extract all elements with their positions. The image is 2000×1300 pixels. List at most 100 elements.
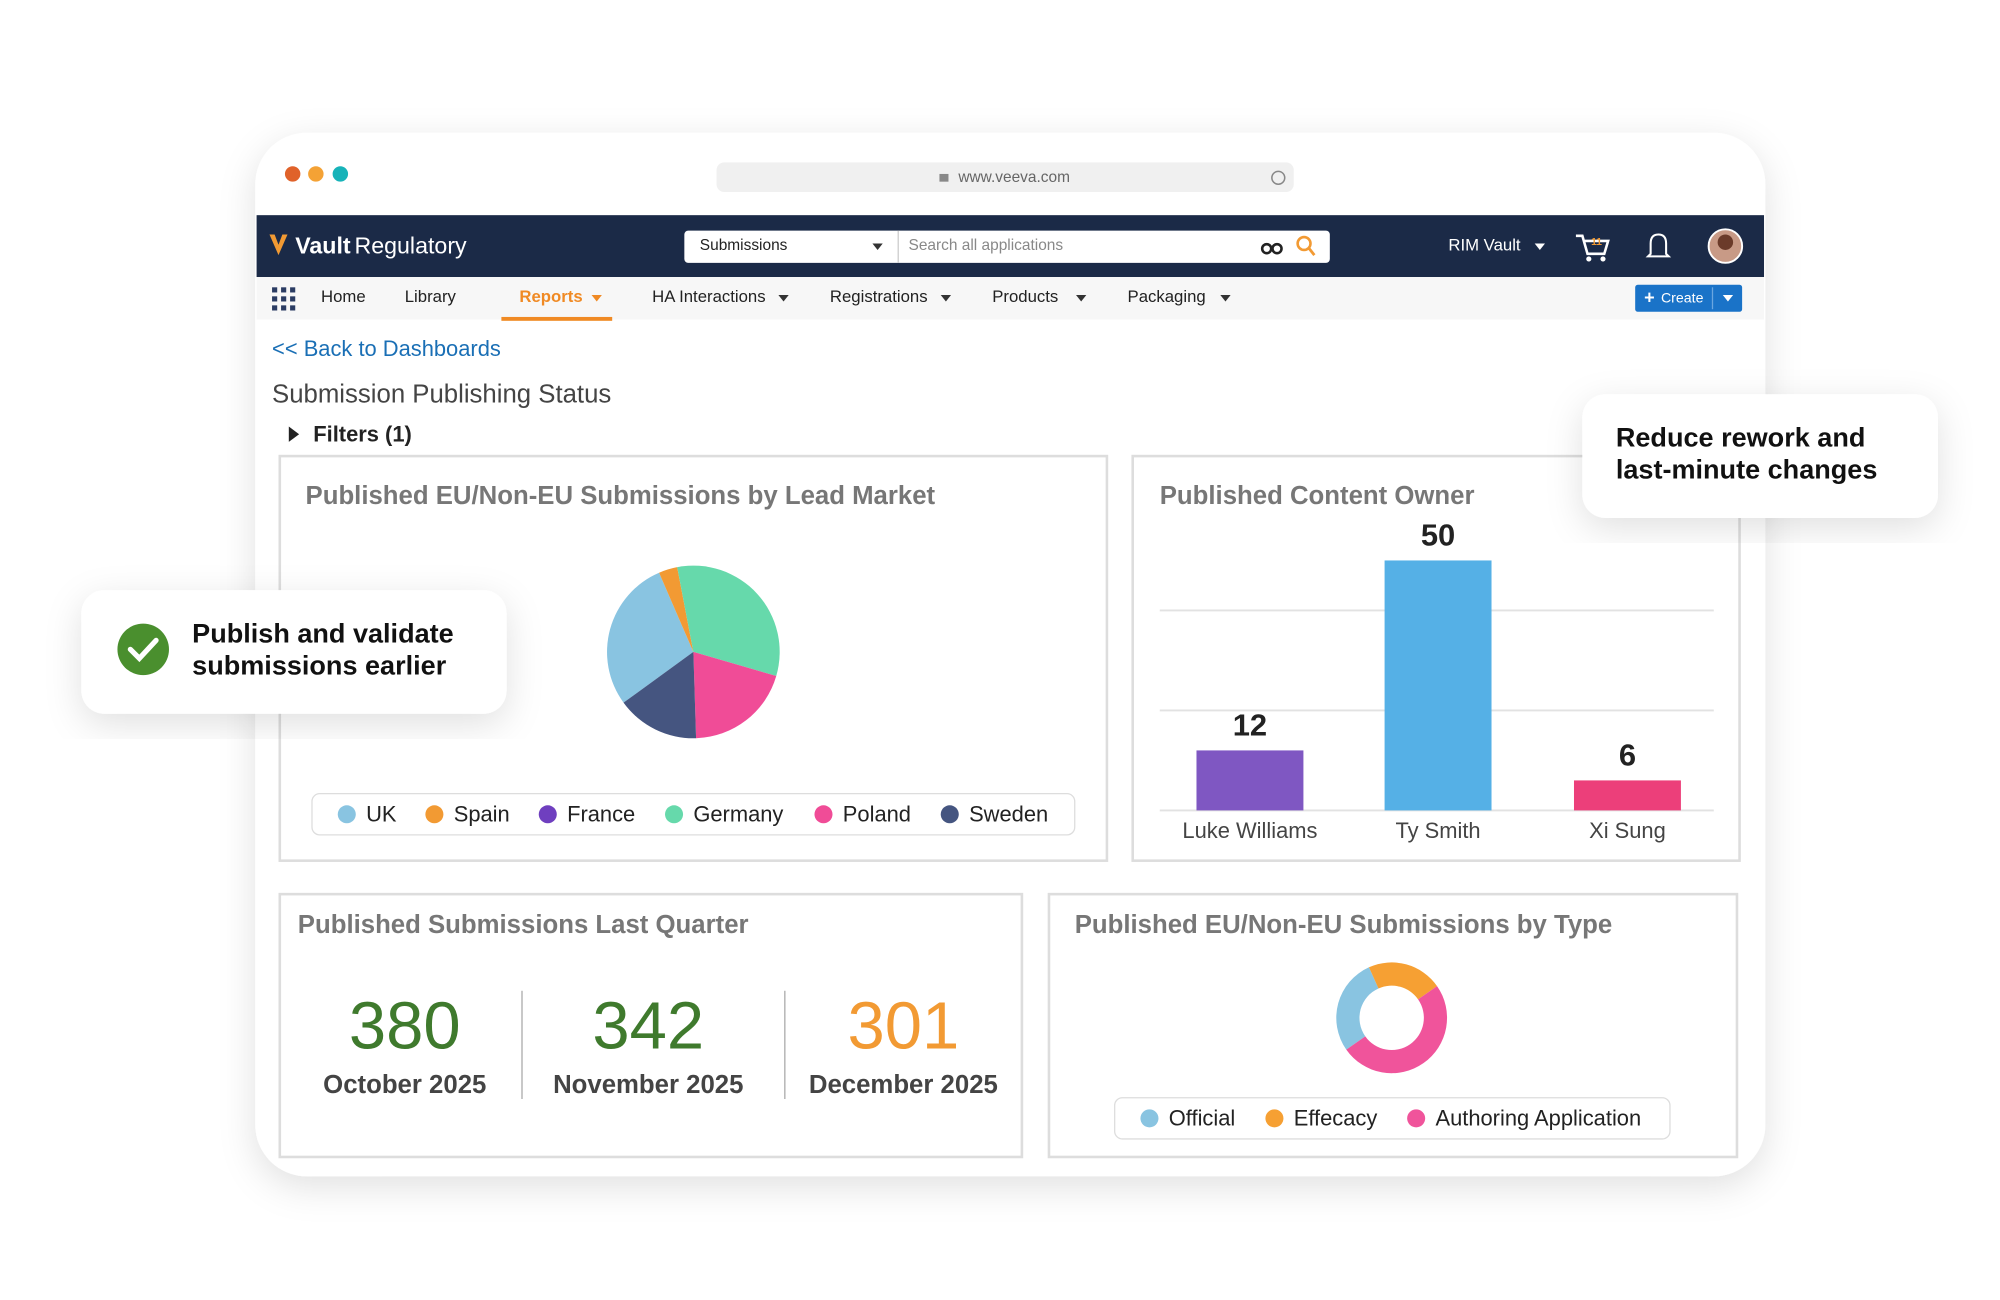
callout bbox=[81, 590, 507, 714]
legend-label[interactable]: Germany bbox=[693, 801, 783, 826]
filters-toggle[interactable]: Filters (1) bbox=[313, 421, 412, 446]
window-dot[interactable] bbox=[284, 166, 301, 182]
caret bbox=[1534, 243, 1545, 250]
callout bbox=[1582, 394, 1938, 518]
caret[interactable] bbox=[1722, 295, 1734, 302]
donut-slice[interactable] bbox=[1368, 962, 1438, 1000]
kpi-label: December 2025 bbox=[809, 1071, 998, 1099]
legend-swatch[interactable] bbox=[1407, 1109, 1426, 1128]
reload-icon[interactable] bbox=[1271, 170, 1286, 186]
search-icon[interactable] bbox=[1296, 235, 1312, 252]
vault-switcher[interactable]: RIM Vault bbox=[1448, 236, 1521, 255]
create-label[interactable]: Create bbox=[1661, 291, 1704, 307]
create-button[interactable] bbox=[1635, 284, 1743, 312]
pie-slice[interactable] bbox=[659, 567, 694, 652]
caret bbox=[591, 295, 602, 302]
page-title: Submission Publishing Status bbox=[272, 380, 611, 408]
data-label: 12 bbox=[1233, 707, 1267, 742]
legend-label[interactable]: Authoring Application bbox=[1435, 1105, 1641, 1130]
caret bbox=[872, 243, 883, 250]
url: www.veeva.com bbox=[957, 169, 1070, 186]
legend-swatch[interactable] bbox=[1140, 1109, 1159, 1128]
caret bbox=[1076, 295, 1087, 302]
panel bbox=[278, 892, 1024, 1159]
legend-swatch[interactable] bbox=[665, 805, 684, 824]
search-icon bbox=[1308, 247, 1316, 256]
nav-bar bbox=[256, 277, 1765, 320]
x-tick-label: Luke Williams bbox=[1182, 818, 1317, 843]
kpi-value: 342 bbox=[592, 988, 704, 1063]
brand-bold: Vault bbox=[295, 232, 351, 258]
nav-item[interactable]: HA Interactions bbox=[652, 287, 765, 306]
callout-text: last-minute changes bbox=[1616, 455, 1878, 485]
legend-swatch[interactable] bbox=[337, 805, 356, 824]
bar[interactable] bbox=[1196, 750, 1304, 811]
legend-swatch[interactable] bbox=[814, 805, 833, 824]
search-box[interactable] bbox=[684, 230, 1330, 263]
bell-icon[interactable] bbox=[1645, 233, 1672, 258]
x-tick-label: Ty Smith bbox=[1395, 818, 1480, 843]
legend-swatch[interactable] bbox=[425, 805, 444, 824]
expand-icon[interactable] bbox=[288, 426, 300, 442]
legend-label[interactable]: Official bbox=[1169, 1105, 1236, 1130]
window-dot[interactable] bbox=[332, 166, 349, 182]
legend-label[interactable]: Poland bbox=[843, 801, 911, 826]
nav-item[interactable]: Products bbox=[992, 287, 1058, 306]
legend-label[interactable]: Spain bbox=[454, 801, 510, 826]
nav-item[interactable]: Home bbox=[321, 287, 366, 306]
legend-swatch[interactable] bbox=[940, 805, 959, 824]
window-dot[interactable] bbox=[308, 166, 324, 182]
lock-icon bbox=[939, 173, 949, 182]
legend-swatch[interactable] bbox=[1265, 1109, 1284, 1128]
donut-slice[interactable] bbox=[1336, 967, 1379, 1050]
back-link[interactable]: << Back to Dashboards bbox=[272, 336, 501, 361]
data-label: 50 bbox=[1421, 517, 1455, 552]
caret bbox=[778, 295, 789, 302]
legend bbox=[1114, 1097, 1671, 1140]
nav-underline bbox=[501, 316, 613, 321]
panel-title: Published Content Owner bbox=[1160, 482, 1475, 510]
legend-label[interactable]: Sweden bbox=[969, 801, 1048, 826]
bar[interactable] bbox=[1573, 780, 1681, 811]
data-label: 6 bbox=[1619, 737, 1636, 772]
donut-slice[interactable] bbox=[1346, 986, 1448, 1074]
binoculars-icon[interactable] bbox=[1271, 242, 1283, 255]
legend-label[interactable]: UK bbox=[366, 801, 397, 826]
pie-slice[interactable] bbox=[677, 565, 780, 677]
legend-swatch[interactable] bbox=[538, 805, 557, 824]
nav-item[interactable]: Packaging bbox=[1128, 287, 1206, 306]
nav-item[interactable]: Library bbox=[405, 287, 457, 306]
cart-icon bbox=[1586, 256, 1592, 262]
cart-icon[interactable] bbox=[1575, 234, 1610, 256]
pie-slice[interactable] bbox=[693, 651, 777, 739]
panel-title: Published Submissions Last Quarter bbox=[298, 911, 749, 939]
legend-label[interactable]: Effecacy bbox=[1294, 1105, 1378, 1130]
x-tick-label: Xi Sung bbox=[1589, 818, 1666, 843]
pie-slice[interactable] bbox=[623, 651, 697, 739]
logo[interactable] bbox=[269, 234, 288, 256]
legend-label[interactable]: France bbox=[567, 801, 635, 826]
pie-slice[interactable] bbox=[607, 572, 694, 703]
avatar bbox=[1717, 234, 1734, 250]
search-placeholder[interactable]: Search all applications bbox=[909, 237, 1064, 254]
plus-icon: + bbox=[1644, 288, 1655, 308]
panel-title: Published EU/Non-EU Submissions by Type bbox=[1075, 911, 1612, 939]
check-icon bbox=[127, 637, 159, 663]
callout-text: Publish and validate bbox=[192, 618, 454, 648]
bar[interactable] bbox=[1384, 560, 1492, 811]
nav-item[interactable]: Registrations bbox=[830, 287, 928, 306]
nav-item[interactable]: Reports bbox=[519, 287, 582, 306]
panel-title: Published EU/Non-EU Submissions by Lead … bbox=[306, 482, 936, 510]
cart-icon bbox=[1600, 256, 1606, 262]
caret bbox=[1220, 295, 1231, 302]
url-bar[interactable] bbox=[716, 162, 1294, 192]
kpi-label: November 2025 bbox=[553, 1071, 743, 1099]
callout-text: submissions earlier bbox=[192, 651, 447, 681]
brand: Regulatory bbox=[355, 232, 468, 258]
search-scope[interactable]: Submissions bbox=[700, 237, 788, 254]
apps-icon[interactable] bbox=[272, 287, 296, 311]
legend bbox=[311, 793, 1076, 836]
kpi-value: 301 bbox=[847, 988, 959, 1063]
